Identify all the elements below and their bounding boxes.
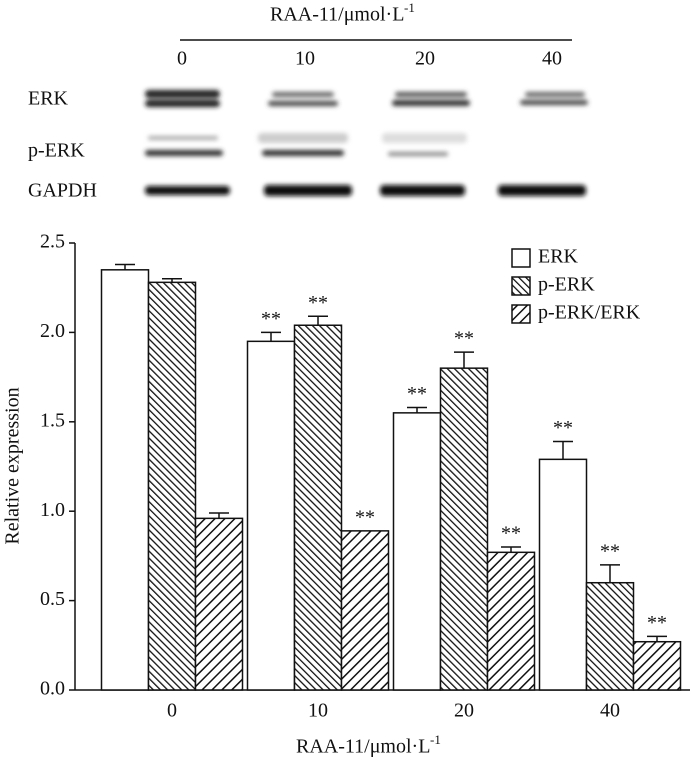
x-tick-label: 10 (308, 700, 328, 722)
legend-swatch (511, 248, 531, 268)
x-tick-label: 40 (600, 700, 620, 722)
bar (100, 269, 150, 691)
y-tick-label: 1.5 (40, 409, 65, 431)
legend-label: p-ERK (538, 274, 595, 296)
lane-label: 10 (295, 48, 315, 70)
bar (538, 458, 588, 691)
x-axis-title: RAA-11/μmol·L (296, 736, 430, 758)
y-tick-label: 1.0 (40, 499, 65, 521)
significance-label: ** (600, 540, 620, 562)
x-tick-label: 20 (454, 700, 474, 722)
legend-label: ERK (538, 246, 579, 268)
bar (340, 530, 390, 691)
bar (585, 581, 635, 691)
lane-label: 0 (177, 48, 187, 70)
y-axis-title: Relative expression (2, 387, 24, 544)
significance-label: ** (355, 506, 375, 528)
significance-label: ** (308, 292, 328, 314)
legend-label: p-ERK/ERK (538, 302, 641, 324)
significance-label: ** (454, 328, 474, 350)
bar (147, 281, 197, 691)
significance-label: ** (501, 523, 521, 545)
legend-swatch (511, 276, 531, 296)
x-tick-label: 0 (167, 700, 177, 722)
x-axis-title-sup: -1 (430, 732, 441, 747)
y-tick-label: 2.5 (40, 231, 65, 253)
legend-swatch (511, 304, 531, 324)
row-label: ERK (28, 88, 69, 110)
bar (486, 551, 536, 691)
lane-label: 20 (415, 48, 435, 70)
blot-title: RAA-11/μmol·L (270, 4, 404, 26)
row-label: p-ERK (28, 140, 85, 162)
significance-label: ** (553, 417, 573, 439)
blot-panel: RAA-11/μmol·L -1 0 10 20 40 ERK p-ERK GA… (28, 0, 588, 202)
significance-label: ** (407, 383, 427, 405)
y-tick-label: 2.0 (40, 320, 65, 342)
significance-label: ** (647, 612, 667, 634)
blot-bands (145, 90, 588, 196)
bar (293, 324, 343, 691)
significance-label: ** (261, 308, 281, 330)
blot-title-sup: -1 (404, 0, 415, 15)
bar (246, 340, 296, 691)
bar (392, 412, 442, 691)
bar (194, 517, 244, 691)
y-tick-label: 0.0 (40, 678, 65, 700)
bar (632, 640, 682, 691)
bar (439, 367, 489, 691)
lane-label: 40 (542, 48, 562, 70)
y-tick-label: 0.5 (40, 588, 65, 610)
row-label: GAPDH (28, 180, 97, 202)
